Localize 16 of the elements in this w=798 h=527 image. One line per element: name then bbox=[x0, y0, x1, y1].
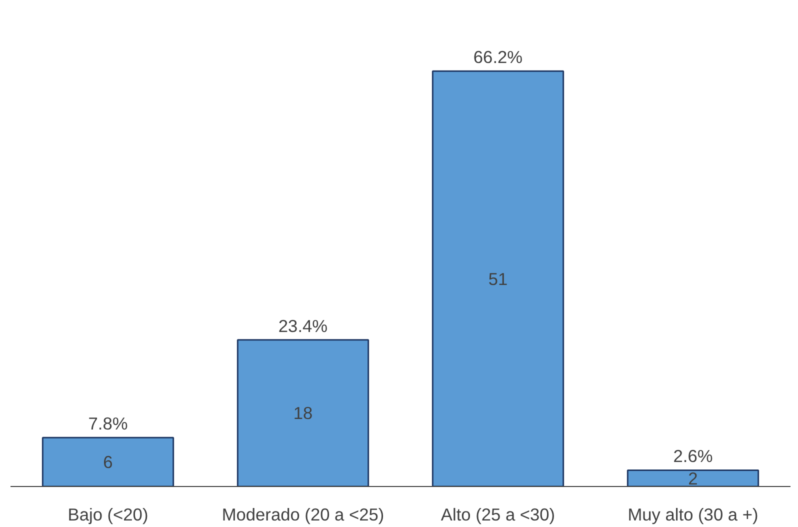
annotation: 23.4% bbox=[278, 316, 328, 336]
x-tick-label: Moderado (20 a <25) bbox=[222, 504, 384, 524]
bar bbox=[432, 70, 564, 486]
x-tick-label: Muy alto (30 a +) bbox=[628, 504, 758, 524]
bar bbox=[42, 436, 174, 486]
data-label: 18 bbox=[293, 403, 313, 424]
x-tick-label: Alto (25 a <30) bbox=[440, 504, 556, 524]
data-label: 2 bbox=[688, 468, 698, 488]
data-label: 6 bbox=[103, 452, 113, 472]
data-label: 51 bbox=[488, 268, 508, 289]
annotation: 7.8% bbox=[88, 414, 128, 434]
bar bbox=[236, 339, 370, 486]
x-tick-label: Bajo (<20) bbox=[68, 504, 148, 524]
annotation: 2.6% bbox=[673, 446, 713, 466]
annotation: 66.2% bbox=[473, 47, 523, 68]
bar bbox=[626, 469, 760, 486]
